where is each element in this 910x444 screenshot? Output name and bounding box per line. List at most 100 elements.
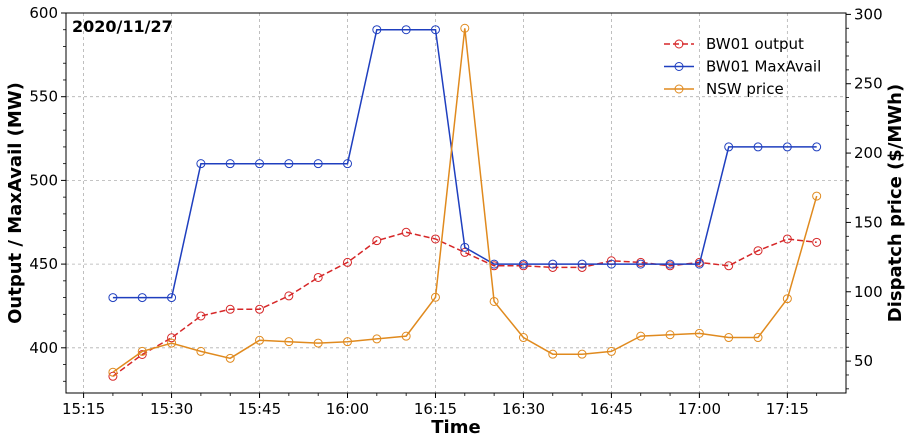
y-right-tick-label: 100 (854, 283, 883, 301)
x-axis-ticks: 15:15 15:30 15:45 16:00 16:15 16:30 16:45 17:00… (62, 393, 818, 418)
data-point-nsw-price (255, 335, 265, 345)
data-point-bw01-maxavail (313, 159, 323, 169)
data-point-bw01-output (313, 272, 323, 282)
y-left-tick-label: 400 (29, 339, 58, 357)
legend-item-bw01-output: BW01 output (664, 35, 804, 53)
plot-frame (65, 12, 847, 394)
data-point-bw01-output (753, 246, 763, 256)
data-point-bw01-output (812, 237, 822, 247)
data-point-nsw-price (694, 328, 704, 338)
x-tick-label: 16:30 (502, 400, 545, 418)
legend-item-nsw-price: NSW price (664, 80, 784, 98)
x-tick-label: 16:15 (414, 400, 457, 418)
data-point-bw01-maxavail (782, 142, 792, 152)
data-point-nsw-price (372, 334, 382, 344)
data-point-nsw-price (753, 333, 763, 343)
data-point-nsw-price (489, 296, 499, 306)
data-point-bw01-output (167, 333, 177, 343)
y-right-axis-ticks: 50 100 150 200 250 300 (846, 5, 883, 390)
x-tick-label: 15:30 (150, 400, 193, 418)
series-nsw-price (108, 23, 822, 377)
legend-label: NSW price (706, 80, 784, 98)
x-tick-label: 15:15 (62, 400, 105, 418)
data-point-bw01-maxavail (606, 259, 616, 269)
y-left-axis-ticks: 400 450 500 550 600 (29, 4, 66, 382)
y-left-tick-label: 450 (29, 255, 58, 273)
data-point-nsw-price (548, 349, 558, 359)
series-layer (108, 23, 822, 381)
data-point-nsw-price (167, 338, 177, 348)
data-point-bw01-maxavail (137, 293, 147, 303)
y-left-tick-label: 600 (29, 4, 58, 22)
data-point-bw01-output (108, 371, 118, 381)
data-point-bw01-maxavail (108, 293, 118, 303)
data-point-bw01-output (460, 247, 470, 257)
y-right-tick-label: 50 (854, 352, 873, 370)
data-point-bw01-output (372, 236, 382, 246)
data-point-nsw-price (225, 353, 235, 363)
legend-item-bw01-maxavail: BW01 MaxAvail (664, 58, 821, 76)
legend-marker (674, 84, 684, 94)
legend-label: BW01 output (706, 35, 804, 53)
legend-marker (674, 39, 684, 49)
data-point-bw01-output (430, 234, 440, 244)
data-point-nsw-price (137, 346, 147, 356)
series-line-bw01-maxavail (112, 28, 817, 299)
data-point-bw01-output (255, 304, 265, 314)
data-point-nsw-price (430, 292, 440, 302)
data-point-bw01-maxavail (665, 259, 675, 269)
data-point-bw01-maxavail (284, 159, 294, 169)
data-point-nsw-price (577, 349, 587, 359)
data-point-bw01-output (284, 291, 294, 301)
data-point-bw01-maxavail (196, 159, 206, 169)
data-point-bw01-output (196, 311, 206, 321)
data-point-bw01-maxavail (372, 25, 382, 35)
data-point-nsw-price (724, 333, 734, 343)
data-point-nsw-price (343, 337, 353, 347)
data-point-bw01-maxavail (724, 142, 734, 152)
data-point-bw01-maxavail (460, 242, 470, 252)
x-tick-label: 17:00 (678, 400, 721, 418)
y-left-axis-label: Output / MaxAvail (MW) (5, 82, 26, 324)
date-annotation: 2020/11/27 (72, 17, 173, 36)
y-left-tick-label: 500 (29, 171, 58, 189)
data-point-bw01-maxavail (430, 25, 440, 35)
series-line-bw01-output (112, 231, 817, 377)
legend-label: BW01 MaxAvail (706, 58, 821, 76)
data-point-bw01-maxavail (225, 159, 235, 169)
data-point-bw01-output (782, 234, 792, 244)
data-point-nsw-price (313, 338, 323, 348)
x-tick-label: 17:15 (766, 400, 809, 418)
data-point-nsw-price (460, 23, 470, 33)
data-point-bw01-maxavail (167, 293, 177, 303)
data-point-nsw-price (812, 191, 822, 201)
y-right-tick-label: 150 (854, 213, 883, 231)
data-point-bw01-maxavail (812, 142, 822, 152)
y-right-tick-label: 300 (854, 5, 883, 23)
y-right-tick-label: 250 (854, 75, 883, 93)
legend: BW01 output BW01 MaxAvail NSW price (664, 35, 821, 98)
data-point-bw01-maxavail (518, 259, 528, 269)
y-right-axis-label: Dispatch price ($/MWh) (885, 84, 906, 322)
data-point-bw01-output (343, 257, 353, 267)
data-point-nsw-price (665, 330, 675, 340)
x-tick-label: 15:45 (238, 400, 281, 418)
legend-marker (674, 62, 684, 71)
y-left-tick-label: 550 (29, 88, 58, 106)
x-tick-label: 16:00 (326, 400, 369, 418)
series-line-nsw-price (112, 28, 818, 373)
data-point-nsw-price (782, 294, 792, 304)
data-point-bw01-maxavail (548, 259, 558, 269)
data-point-bw01-output (225, 304, 235, 314)
data-point-nsw-price (518, 333, 528, 343)
data-point-nsw-price (636, 331, 646, 341)
data-point-bw01-maxavail (753, 142, 763, 152)
data-point-nsw-price (401, 331, 411, 341)
data-point-bw01-maxavail (636, 259, 646, 269)
data-point-bw01-maxavail (343, 159, 353, 169)
x-axis-label: Time (431, 417, 480, 438)
series-bw01-maxavail (108, 25, 822, 303)
data-point-nsw-price (284, 337, 294, 347)
data-point-nsw-price (196, 346, 206, 356)
